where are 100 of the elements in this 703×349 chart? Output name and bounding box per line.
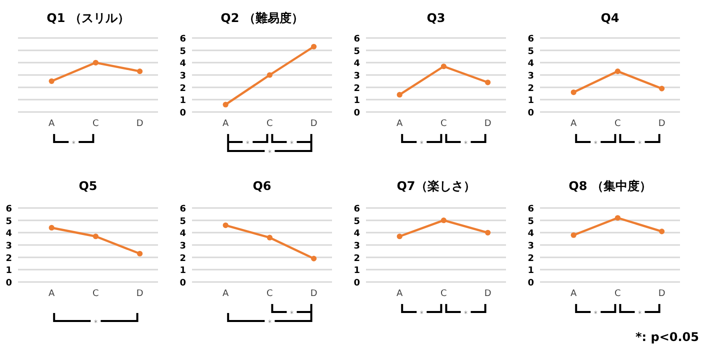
y-tick-label: 2	[6, 254, 12, 264]
y-tick-label: 6	[180, 204, 186, 214]
chart-title: Q3	[426, 11, 446, 25]
y-tick-label: 5	[354, 216, 360, 227]
y-tick-label: 4	[528, 229, 534, 240]
y-tick-label: 2	[180, 254, 186, 264]
y-tick-label: 4	[354, 59, 360, 70]
point	[222, 222, 228, 228]
y-tick-label: 1	[354, 96, 360, 106]
y-tick-label: 2	[528, 84, 534, 94]
point	[137, 250, 143, 256]
y-tick-label: 5	[180, 46, 186, 57]
y-tick-label: 5	[528, 216, 534, 227]
y-tick-label: 5	[6, 216, 12, 227]
point	[659, 86, 665, 92]
y-tick-label: 4	[354, 229, 360, 240]
text: *: p<0.05	[635, 330, 699, 344]
y-tick-label: 6	[180, 34, 186, 44]
y-tick-label: 0	[528, 278, 534, 288]
y-tick-label: 5	[528, 46, 534, 57]
point	[396, 92, 402, 98]
y-tick-label: 1	[354, 266, 360, 276]
chart-title: Q5	[78, 179, 98, 193]
point	[440, 64, 446, 70]
x-tick-label: A	[48, 289, 56, 299]
y-tick-label: 4	[6, 229, 12, 240]
y-tick-label: 5	[354, 46, 360, 57]
x-tick-label: D	[484, 119, 492, 129]
y-tick-label: 3	[354, 72, 360, 82]
point	[222, 102, 228, 108]
y-tick-label: 2	[180, 84, 186, 94]
chart-title: Q7（楽しさ）	[396, 179, 476, 193]
x-tick-label: C	[92, 119, 99, 129]
point	[614, 215, 620, 221]
x-tick-label: A	[222, 289, 230, 299]
x-tick-label: C	[266, 119, 273, 129]
point	[485, 80, 491, 86]
y-tick-label: 3	[528, 242, 534, 252]
y-tick-label: 3	[180, 72, 186, 82]
x-tick-label: A	[396, 289, 404, 299]
y-tick-label: 3	[528, 72, 534, 82]
y-tick-label: 6	[528, 34, 534, 44]
chart-title: Q8 （集中度）	[568, 179, 652, 193]
y-tick-label: 1	[528, 266, 534, 276]
y-tick-label: 3	[354, 242, 360, 252]
x-tick-label: D	[658, 289, 666, 299]
y-tick-label: 1	[180, 266, 186, 276]
point	[614, 68, 620, 74]
y-tick-label: 0	[528, 108, 534, 118]
x-tick-label: D	[310, 289, 318, 299]
point	[440, 218, 446, 224]
chart-title: Q2 （難易度）	[220, 11, 304, 25]
x-tick-label: A	[222, 119, 230, 129]
point	[266, 72, 272, 78]
point	[266, 234, 272, 240]
y-tick-label: 3	[180, 242, 186, 252]
y-tick-label: 4	[528, 59, 534, 70]
y-tick-label: 4	[180, 59, 186, 70]
y-tick-label: 3	[6, 242, 12, 252]
y-tick-label: 6	[354, 204, 360, 214]
point	[396, 234, 402, 240]
y-tick-label: 0	[6, 278, 12, 288]
y-tick-label: 0	[180, 108, 186, 118]
y-tick-label: 6	[528, 204, 534, 214]
x-tick-label: C	[92, 289, 99, 299]
x-tick-label: D	[310, 119, 318, 129]
x-tick-label: A	[48, 119, 56, 129]
y-tick-label: 6	[6, 204, 12, 214]
y-tick-label: 2	[354, 84, 360, 94]
x-tick-label: A	[570, 119, 578, 129]
point	[570, 232, 576, 238]
y-tick-label: 0	[180, 278, 186, 288]
y-tick-label: 2	[354, 254, 360, 264]
chart-title: Q6	[252, 179, 272, 193]
chart-title: Q4	[600, 11, 620, 25]
y-tick-label: 0	[354, 108, 360, 118]
point	[311, 256, 317, 262]
x-tick-label: D	[484, 289, 492, 299]
point	[48, 224, 54, 231]
x-tick-label: D	[658, 119, 666, 129]
x-tick-label: D	[136, 289, 144, 299]
y-tick-label: 2	[528, 254, 534, 264]
point	[92, 234, 98, 240]
point	[659, 228, 665, 234]
x-tick-label: C	[266, 289, 273, 299]
y-tick-label: 4	[180, 229, 186, 240]
point	[570, 89, 576, 96]
y-tick-label: 1	[528, 96, 534, 106]
point	[485, 230, 491, 236]
x-tick-label: C	[614, 289, 621, 299]
y-tick-label: 1	[180, 96, 186, 106]
x-tick-label: A	[570, 289, 578, 299]
y-tick-label: 1	[6, 266, 12, 276]
x-tick-label: C	[440, 289, 447, 299]
point	[311, 44, 317, 50]
x-tick-label: D	[136, 119, 144, 129]
y-tick-label: 5	[180, 216, 186, 227]
y-tick-label: 6	[354, 34, 360, 44]
x-tick-label: A	[396, 119, 404, 129]
x-tick-label: C	[614, 119, 621, 129]
